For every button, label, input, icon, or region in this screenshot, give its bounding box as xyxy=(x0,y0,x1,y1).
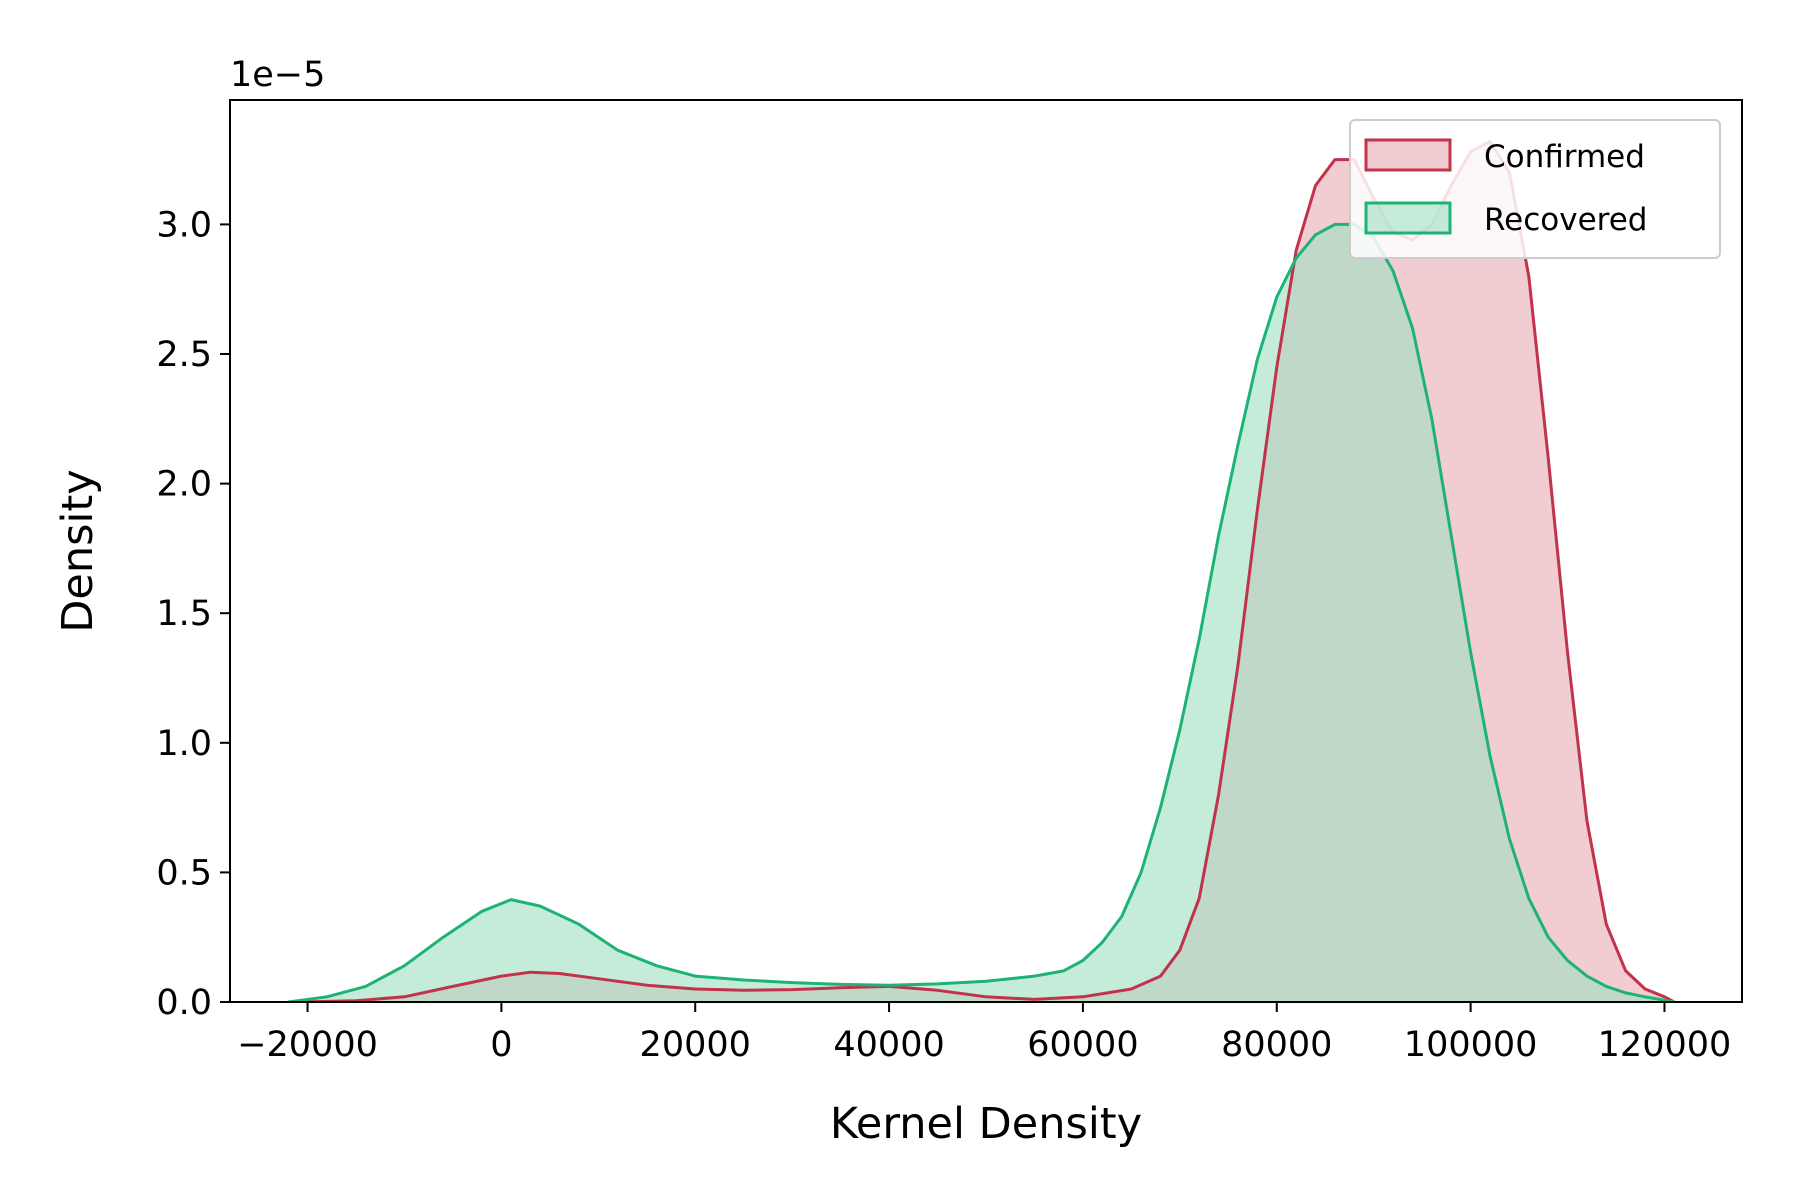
legend-swatch-confirmed xyxy=(1364,138,1452,172)
x-tick-label: 80000 xyxy=(1221,1025,1332,1065)
recovered-area-fill xyxy=(288,224,1675,1002)
y-tick-label: 0.5 xyxy=(156,853,212,893)
x-axis-label: Kernel Density xyxy=(830,1099,1142,1149)
plot-area xyxy=(288,140,1675,1002)
y-tick-label: 1.5 xyxy=(156,594,212,634)
y-tick-label: 2.5 xyxy=(156,335,212,375)
x-axis-ticks: −20000 0 20000 40000 60000 80000 100000 120000 xyxy=(237,1002,1731,1065)
x-tick-label: 20000 xyxy=(640,1025,751,1065)
x-tick-label: 0 xyxy=(490,1025,512,1065)
x-tick-label: −20000 xyxy=(237,1025,378,1065)
x-tick-label: 100000 xyxy=(1404,1025,1538,1065)
y-scale-offset-label: 1e−5 xyxy=(230,55,325,95)
x-tick-label: 60000 xyxy=(1027,1025,1138,1065)
y-axis-label: Density xyxy=(53,469,103,632)
y-tick-label: 1.0 xyxy=(156,724,212,764)
y-axis-ticks: 0.0 0.5 1.0 1.5 2.0 2.5 3.0 xyxy=(156,205,230,1023)
legend-label-recovered: Recovered xyxy=(1484,202,1647,238)
y-tick-label: 3.0 xyxy=(156,205,212,245)
confirmed-density-line xyxy=(297,140,1675,1002)
x-tick-label: 40000 xyxy=(833,1025,944,1065)
y-tick-label: 0.0 xyxy=(156,983,212,1023)
legend-swatch-recovered xyxy=(1364,201,1452,235)
legend: Confirmed Recovered xyxy=(1349,119,1721,259)
legend-label-confirmed: Confirmed xyxy=(1484,139,1645,175)
y-tick-label: 2.0 xyxy=(156,465,212,505)
axes-frame xyxy=(229,99,1743,1003)
x-tick-label: 120000 xyxy=(1598,1025,1732,1065)
recovered-density-line xyxy=(288,222,1675,1002)
